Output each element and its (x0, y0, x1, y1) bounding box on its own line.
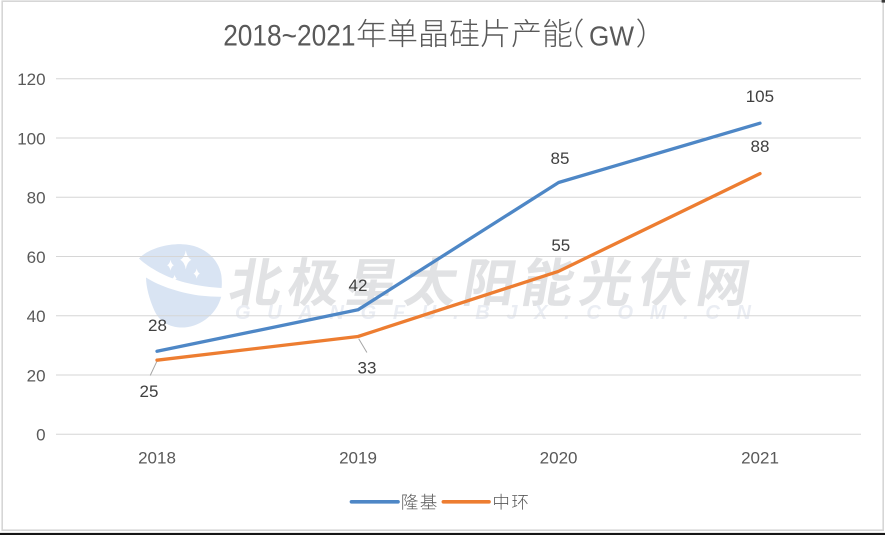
svg-text:0: 0 (36, 426, 45, 445)
svg-text:33: 33 (358, 359, 377, 378)
svg-text:25: 25 (140, 382, 159, 401)
svg-text:80: 80 (27, 189, 46, 208)
svg-text:2018: 2018 (138, 448, 176, 467)
svg-text:2018~2021: 2018~2021 (223, 20, 355, 53)
svg-text:60: 60 (27, 248, 46, 267)
svg-text:42: 42 (349, 276, 368, 295)
svg-text:2021: 2021 (741, 448, 779, 467)
svg-text:2020: 2020 (540, 448, 578, 467)
svg-text:20: 20 (27, 366, 46, 385)
svg-text:85: 85 (551, 149, 570, 168)
svg-text:40: 40 (27, 307, 46, 326)
svg-text:120: 120 (17, 70, 45, 89)
svg-text:100: 100 (17, 129, 45, 148)
svg-text:105: 105 (746, 87, 774, 106)
svg-text:28: 28 (148, 316, 167, 335)
svg-text:88: 88 (751, 137, 770, 156)
svg-text:GW: GW (589, 21, 635, 52)
svg-text:2019: 2019 (339, 448, 377, 467)
svg-text:55: 55 (551, 236, 570, 255)
